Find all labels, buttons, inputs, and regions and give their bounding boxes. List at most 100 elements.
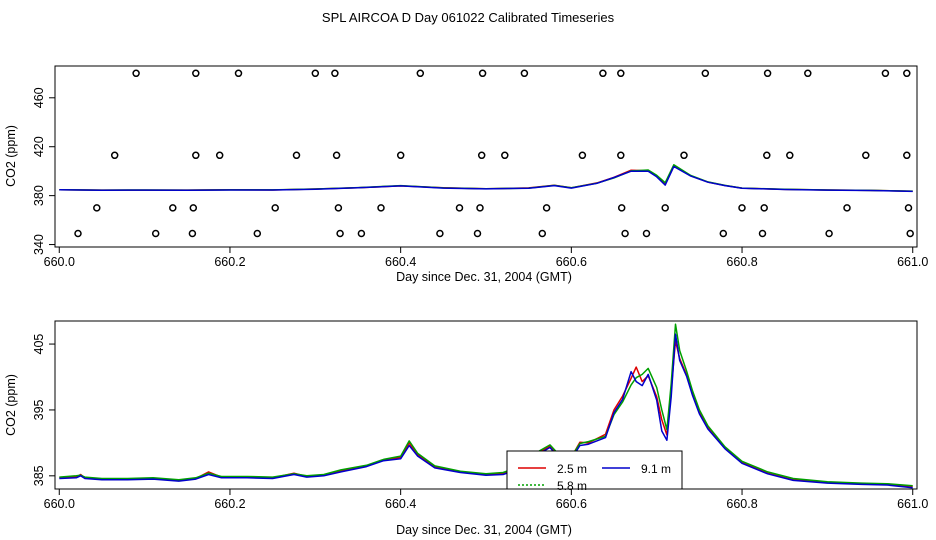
data-marker [701, 69, 710, 78]
bottom-plot-frame [54, 320, 918, 490]
top-series-line-1 [59, 165, 913, 192]
bottom-x-axis-label: Day since Dec. 31, 2004 (GMT) [396, 523, 572, 537]
data-marker [538, 229, 547, 238]
legend-label-2.5m: 2.5 m [557, 462, 587, 476]
legend-box [506, 450, 683, 490]
y-tick-label: 405 [32, 334, 46, 355]
data-marker [253, 229, 262, 238]
data-marker [763, 69, 772, 78]
data-marker [169, 204, 177, 212]
data-marker [215, 151, 224, 160]
bottom-plot-axes: 660.0 660.2 660.4 660.6 660.8 661.0 385 395 405 [32, 334, 928, 511]
data-marker [189, 204, 198, 212]
x-tick-label: 660.6 [556, 255, 587, 269]
data-marker [680, 151, 688, 160]
bottom-panel: 660.0 660.2 660.4 660.6 660.8 661.0385395405 … [4, 320, 928, 537]
x-tick-label: 660.4 [385, 255, 416, 269]
legend-label-9.1m: 9.1 m [641, 462, 671, 476]
data-marker [760, 204, 768, 212]
x-tick-label: 660.4 [385, 497, 416, 511]
data-marker [476, 204, 484, 212]
data-marker [843, 204, 851, 212]
chart-title: SPL AIRCOA D Day 061022 Calibrated Times… [322, 10, 615, 25]
data-marker [311, 69, 320, 78]
data-marker [617, 204, 626, 212]
data-marker [621, 229, 629, 238]
data-marker [192, 151, 200, 160]
top-series-line-3 [59, 165, 913, 193]
data-marker [763, 151, 771, 160]
data-marker [110, 151, 119, 160]
data-marker [738, 204, 746, 212]
x-tick-label: 661.0 [897, 497, 928, 511]
data-marker [192, 69, 200, 78]
data-marker [188, 229, 197, 238]
legend: 2.5 m 5.8 m 9.1 m [506, 450, 683, 493]
bottom-series-line-1 [59, 340, 913, 488]
data-marker [501, 151, 509, 160]
data-marker [334, 204, 343, 212]
x-tick-label: 660.0 [44, 255, 75, 269]
data-marker [804, 69, 812, 78]
data-marker [903, 69, 911, 78]
data-marker [477, 151, 486, 160]
data-marker [617, 69, 625, 78]
data-marker [132, 69, 140, 78]
data-marker [292, 151, 301, 160]
data-marker [74, 229, 82, 238]
bottom-y-axis-label: CO2 (ppm) [4, 374, 18, 436]
y-tick-label: 395 [32, 399, 46, 420]
x-tick-label: 660.2 [214, 255, 245, 269]
top-plot-marks [59, 69, 914, 238]
data-marker [234, 69, 243, 78]
y-tick-label: 460 [32, 87, 46, 108]
data-marker [786, 151, 794, 160]
data-marker [377, 204, 385, 212]
y-tick-label: 420 [32, 136, 46, 157]
top-panel: 660.0 660.2 660.4 660.6 660.8 661.0 340 380 420 4… [4, 65, 928, 284]
data-marker [906, 229, 914, 238]
x-tick-label: 660.8 [726, 255, 757, 269]
data-marker [436, 229, 444, 238]
top-y-axis-label: CO2 (ppm) [4, 125, 18, 187]
data-marker [473, 229, 482, 238]
x-tick-label: 660.6 [556, 497, 587, 511]
data-marker [599, 69, 607, 78]
data-marker [862, 151, 870, 160]
y-tick-label: 340 [32, 234, 46, 255]
x-tick-label: 660.0 [44, 497, 75, 511]
bottom-series-line-2 [59, 323, 913, 487]
x-tick-label: 660.2 [214, 497, 245, 511]
top-series-line-2 [59, 164, 913, 192]
data-marker [825, 229, 833, 238]
data-marker [478, 69, 487, 78]
data-marker [758, 229, 767, 238]
x-tick-label: 660.8 [726, 497, 757, 511]
y-tick-label: 385 [32, 465, 46, 486]
y-tick-label: 380 [32, 185, 46, 206]
x-tick-label: 661.0 [897, 255, 928, 269]
data-marker [455, 204, 464, 212]
data-marker [578, 151, 587, 160]
data-marker [617, 151, 625, 160]
top-plot-axes: 660.0 660.2 660.4 660.6 660.8 661.0 340 380 420 4… [32, 87, 928, 269]
data-marker [331, 69, 339, 78]
data-marker [661, 204, 669, 212]
data-marker [642, 229, 651, 238]
data-marker [904, 204, 913, 212]
data-marker [336, 229, 344, 238]
top-plot-frame [54, 65, 918, 248]
data-marker [332, 151, 341, 160]
bottom-series-line-3 [59, 333, 913, 489]
data-marker [881, 69, 890, 78]
data-marker [542, 204, 551, 212]
data-marker [357, 229, 366, 238]
legend-label-5.8m: 5.8 m [557, 479, 587, 493]
data-marker [416, 69, 425, 78]
data-marker [719, 229, 728, 238]
data-marker [93, 204, 101, 212]
top-x-axis-label: Day since Dec. 31, 2004 (GMT) [396, 270, 572, 284]
bottom-plot-marks [59, 323, 913, 489]
data-marker [271, 204, 279, 212]
